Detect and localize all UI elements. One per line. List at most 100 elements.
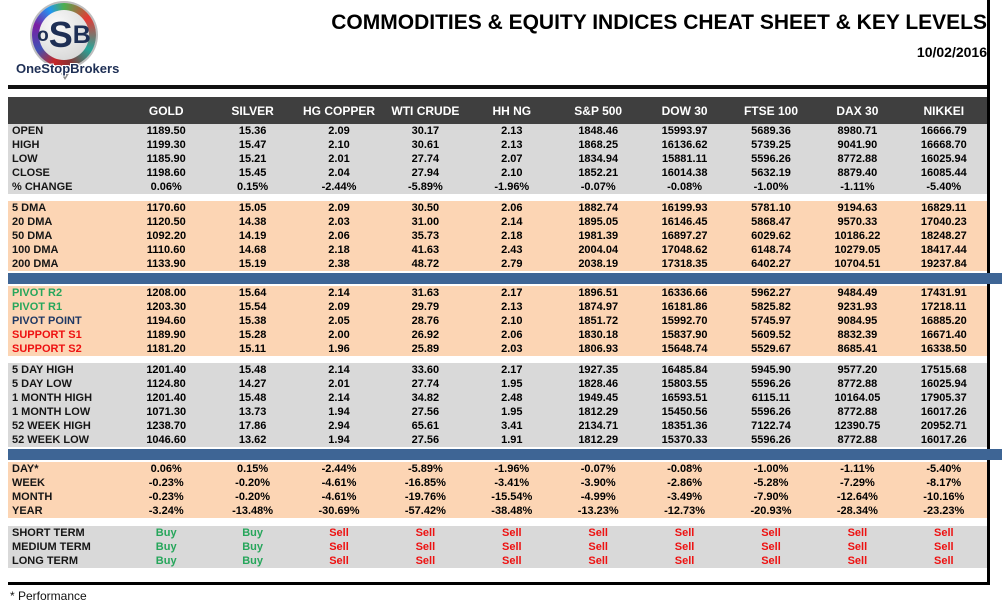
cell: 5962.27 — [751, 287, 791, 299]
cell: 10279.05 — [834, 244, 881, 256]
cell: 18417.44 — [920, 244, 967, 256]
cell: 65.61 — [411, 420, 440, 432]
cell: 1201.40 — [146, 392, 187, 404]
cell: 15.48 — [238, 392, 267, 404]
cell: 16829.11 — [921, 202, 967, 214]
cell: 8772.88 — [837, 378, 878, 390]
table-row: 200 DMA 1133.90 15.19 2.38 48.72 2.79 2038.19 1… — [8, 257, 987, 271]
cell: 34.82 — [411, 392, 440, 404]
table-row: 52 WEEK HIGH 1238.70 17.86 2.94 65.61 3.41 213… — [8, 419, 987, 433]
cell: -5.89% — [407, 463, 443, 475]
cell: 17218.11 — [921, 301, 967, 313]
cell: 35.73 — [411, 230, 440, 242]
table-row: SHORT TERM Buy Buy Sell Sell Sell Sell Sell Sell… — [8, 526, 987, 540]
row-label: MEDIUM TERM — [12, 541, 91, 553]
cell: 27.94 — [411, 167, 440, 179]
cell: 1868.25 — [578, 139, 619, 151]
row-label: 5 DMA — [12, 202, 47, 214]
cell: 2038.19 — [578, 258, 619, 270]
cell: -0.07% — [580, 181, 616, 193]
cell: 15993.97 — [661, 125, 708, 137]
row-label: SUPPORT S1 — [12, 329, 82, 341]
cell: -19.76% — [404, 491, 446, 503]
blue-divider-bar — [8, 449, 1002, 460]
cell: 13.73 — [238, 406, 267, 418]
row-label: 200 DMA — [12, 258, 59, 270]
cell: -38.48% — [491, 505, 533, 517]
cell: Sell — [329, 541, 349, 553]
cell: 2.09 — [328, 125, 350, 137]
cell: 1.95 — [501, 378, 523, 390]
cell: 2.18 — [328, 244, 350, 256]
cell: 1834.94 — [578, 153, 619, 165]
table-header-row: GOLD SILVER HG COPPER WTI CRUDE HH NG S&P 500… — [8, 97, 987, 124]
cell: -57.42% — [404, 505, 446, 517]
cell: 2.06 — [328, 230, 350, 242]
cell: 2.94 — [328, 420, 350, 432]
cell: -0.23% — [148, 491, 184, 503]
cell: 1071.30 — [146, 406, 187, 418]
section-gap — [8, 194, 987, 201]
cell: -5.89% — [407, 181, 443, 193]
cell: -3.90% — [580, 477, 616, 489]
table-row: PIVOT R2 1208.00 15.64 2.14 31.63 2.17 1896.51… — [8, 286, 987, 300]
cell: 2.05 — [328, 315, 350, 327]
cell: 1.95 — [501, 406, 523, 418]
cell: Buy — [242, 541, 263, 553]
cell: 16666.79 — [920, 125, 967, 137]
table-row: 20 DMA 1120.50 14.38 2.03 31.00 2.14 1895.05 16… — [8, 215, 987, 229]
cell: Buy — [155, 541, 177, 553]
cell: 9194.63 — [837, 202, 878, 214]
cell: 19237.84 — [920, 258, 967, 270]
cell: 14.27 — [238, 378, 267, 390]
cell: -30.69% — [318, 505, 360, 517]
table-row: LOW 1185.90 15.21 2.01 27.74 2.07 1834.94 15881… — [8, 152, 987, 166]
section-signals: SHORT TERM Buy Buy Sell Sell Sell Sell Sell Sell… — [8, 526, 987, 568]
cell: 10186.22 — [834, 230, 881, 242]
cell: 14.38 — [238, 216, 267, 228]
cell: 16025.94 — [920, 378, 967, 390]
cell: 2.17 — [501, 287, 523, 299]
cell: 16017.26 — [920, 434, 967, 446]
cell: -10.16% — [923, 491, 965, 503]
cell: 5632.19 — [751, 167, 791, 179]
row-label: PIVOT R2 — [12, 287, 63, 299]
cell: 2.10 — [328, 139, 350, 151]
table-row: 5 DAY LOW 1124.80 14.27 2.01 27.74 1.95 1828.4… — [8, 377, 987, 391]
cell: 2.03 — [328, 216, 350, 228]
cell: 3.41 — [501, 420, 523, 432]
cell: 0.15% — [236, 463, 269, 475]
cell: 15.11 — [239, 343, 267, 355]
cell: 1185.90 — [146, 153, 186, 165]
table-row: % CHANGE 0.06% 0.15% -2.44% -5.89% -1.96% -0.0… — [8, 180, 987, 194]
cell: 1238.70 — [146, 420, 187, 432]
row-label: LOW — [12, 153, 38, 165]
osb-logo: o S B OneStopBrokers — [8, 0, 208, 85]
cell: Sell — [674, 555, 695, 567]
cell: 8772.88 — [837, 434, 878, 446]
cell: 5781.10 — [751, 202, 791, 214]
cell: 2.07 — [501, 153, 523, 165]
cell: Sell — [329, 555, 349, 567]
cell: 2.09 — [328, 301, 350, 313]
cell: 1133.90 — [146, 258, 186, 270]
cell: 5596.26 — [751, 406, 791, 418]
row-label: 100 DMA — [12, 244, 59, 256]
cell: 15.45 — [238, 167, 267, 179]
cell: 14.19 — [238, 230, 267, 242]
cell: 2.13 — [501, 301, 523, 313]
cell: 1830.18 — [578, 329, 619, 341]
column-header: FTSE 100 — [743, 103, 798, 118]
row-label: SHORT TERM — [12, 527, 85, 539]
cell: 17905.37 — [920, 392, 967, 404]
cell: 1189.50 — [146, 125, 186, 137]
cell: 16146.45 — [661, 216, 708, 228]
cell: 10164.05 — [834, 392, 881, 404]
cell: 16181.86 — [661, 301, 708, 313]
table-row: HIGH 1199.30 15.47 2.10 30.61 2.13 1868.25 1613… — [8, 138, 987, 152]
cell: -2.86% — [667, 477, 703, 489]
cell: 1882.74 — [578, 202, 619, 214]
section-ranges: 5 DAY HIGH 1201.40 15.48 2.14 33.60 2.17 1927.… — [8, 363, 987, 447]
cell: 16485.84 — [661, 364, 708, 376]
cell: -28.34% — [836, 505, 878, 517]
